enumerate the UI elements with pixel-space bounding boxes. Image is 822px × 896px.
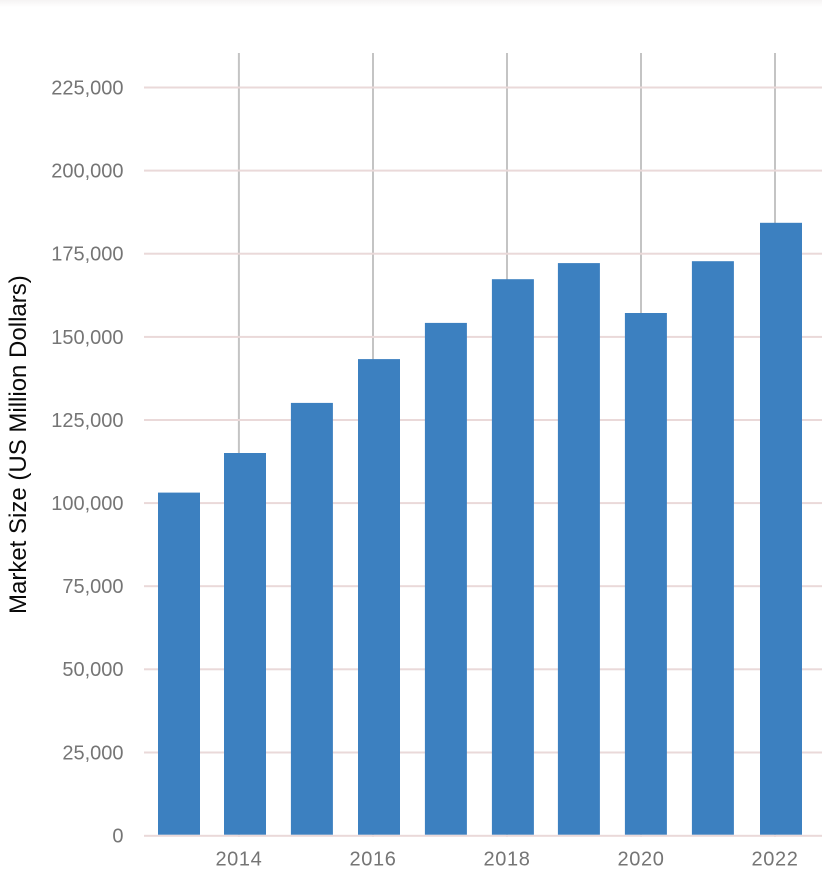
svg-text:2014: 2014 xyxy=(215,849,262,871)
svg-text:200,000: 200,000 xyxy=(51,161,123,183)
svg-text:2016: 2016 xyxy=(350,849,397,871)
svg-text:2022: 2022 xyxy=(752,849,799,871)
svg-text:50,000: 50,000 xyxy=(62,659,123,681)
svg-text:25,000: 25,000 xyxy=(62,742,123,764)
svg-text:150,000: 150,000 xyxy=(51,327,123,349)
svg-text:100,000: 100,000 xyxy=(51,493,123,515)
svg-text:2018: 2018 xyxy=(484,849,531,871)
svg-text:125,000: 125,000 xyxy=(51,410,123,432)
svg-text:175,000: 175,000 xyxy=(51,244,123,266)
svg-text:225,000: 225,000 xyxy=(51,77,123,99)
svg-text:75,000: 75,000 xyxy=(62,576,123,598)
svg-text:0: 0 xyxy=(112,826,123,848)
svg-text:2020: 2020 xyxy=(618,849,665,871)
svg-text:Market Size (US Million Dollar: Market Size (US Million Dollars) xyxy=(5,275,32,614)
